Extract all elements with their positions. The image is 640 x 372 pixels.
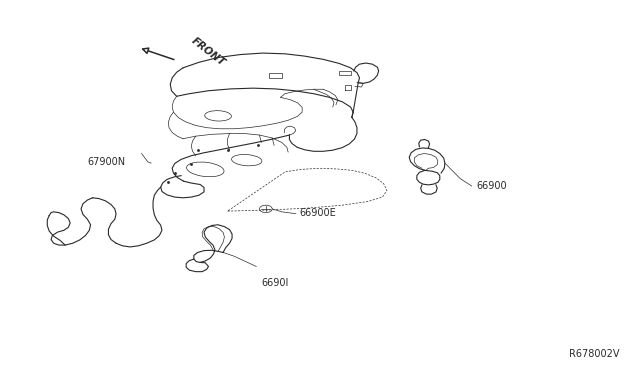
Bar: [339, 71, 351, 75]
Text: 67900N: 67900N: [88, 157, 125, 167]
Text: 6690I: 6690I: [261, 278, 289, 288]
Text: FRONT: FRONT: [189, 36, 227, 68]
Bar: [269, 73, 282, 78]
Text: R678002V: R678002V: [569, 349, 620, 359]
Text: 66900: 66900: [476, 180, 507, 190]
Text: 66900E: 66900E: [300, 208, 337, 218]
